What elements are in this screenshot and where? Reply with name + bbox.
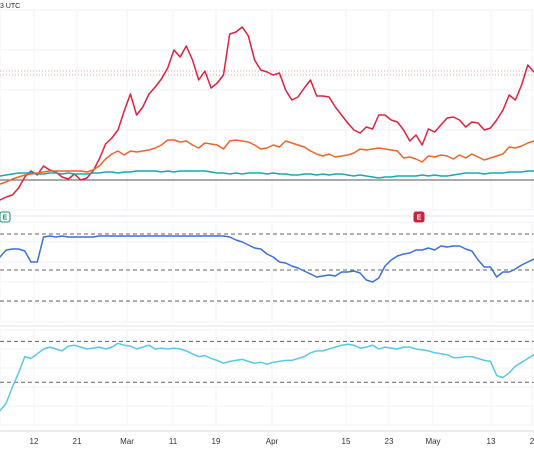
event-marker-box [413,211,425,223]
reference-lines [0,70,534,383]
x-tick-label: May [425,437,440,446]
event-marker[interactable]: E [413,211,425,223]
event-marker-box [0,211,11,223]
header-timestamp: 3 UTC [0,3,20,10]
x-tick-label: 12 [30,437,39,446]
series-line-price-2 [0,170,534,179]
x-tick-label: 23 [385,437,394,446]
x-tick-label: 13 [487,437,496,446]
series-line-oscillator-upper-0 [0,235,534,283]
x-tick-label: 2 [530,437,534,446]
series-line-price-1 [0,139,534,185]
x-tick-label: Mar [120,437,134,446]
x-tick-label: Apr [266,437,279,446]
series-layer [0,26,534,412]
x-axis: 12 21 Mar 11 19 Apr 15 23 May 13 2 [0,430,534,446]
x-tick-label: 11 [169,437,178,446]
series-line-oscillator-lower-0 [0,342,534,412]
x-tick-label: 15 [342,437,351,446]
event-marker-label: E [417,215,422,222]
event-marker-label: E [3,215,8,222]
x-tick-label: 21 [73,437,82,446]
event-marker[interactable]: E [0,211,11,223]
x-tick-label: 19 [212,437,221,446]
series-line-price-0 [0,26,534,201]
